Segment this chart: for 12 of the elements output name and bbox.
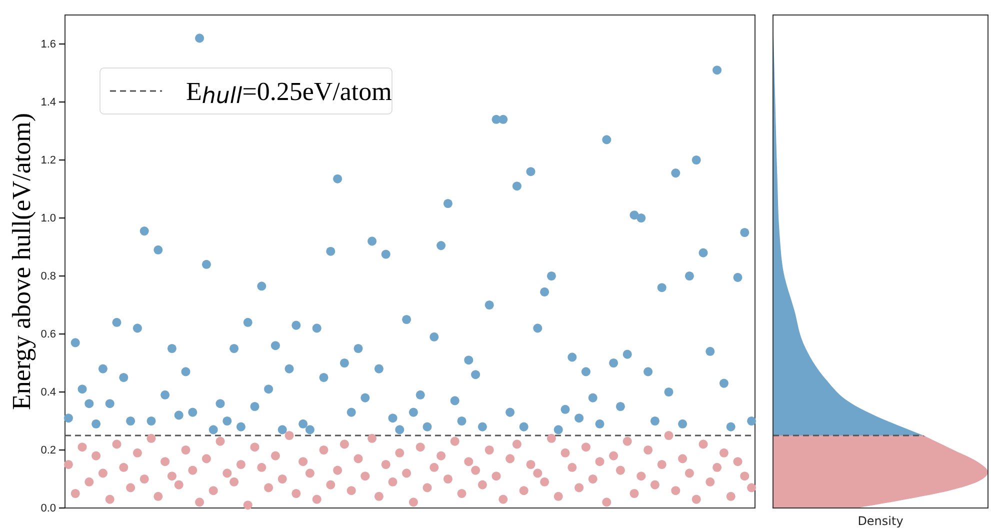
- y-tick-label: 0.4: [40, 386, 56, 399]
- y-tick-label: 0.0: [40, 502, 56, 515]
- y-tick-label: 1.2: [40, 154, 56, 167]
- y-tick-label: 1.4: [40, 96, 56, 109]
- x-axis-title: Density: [858, 514, 904, 528]
- y-tick-label: 0.6: [40, 328, 56, 341]
- y-tick-label: 1.6: [40, 38, 56, 51]
- y-tick-label: 0.8: [40, 270, 56, 283]
- y-tick-label: 1.0: [40, 212, 56, 225]
- legend-label: E$_{hull}$=0.25eV/atom: [186, 77, 392, 109]
- y-tick-label: 0.2: [40, 444, 56, 457]
- y-axis-title: Energy above hull(eV/atom): [7, 113, 36, 410]
